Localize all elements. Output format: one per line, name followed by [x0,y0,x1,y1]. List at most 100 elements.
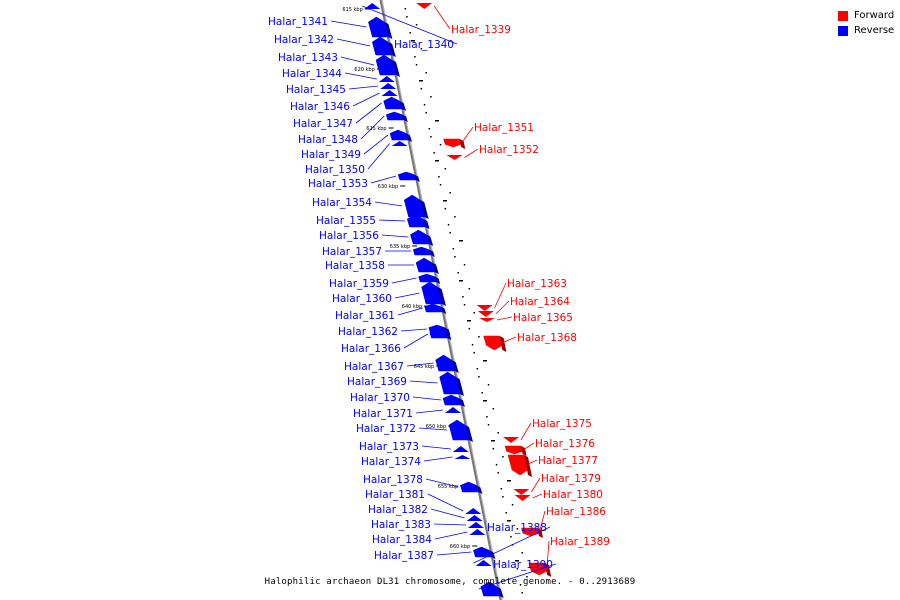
gene-leader-line [400,328,427,332]
gene-label[interactable]: Halar_1373 [359,441,419,453]
gene-label[interactable]: Halar_1342 [274,34,334,46]
ruler-mark [492,408,495,410]
gene-label[interactable]: Halar_1378 [363,474,423,486]
gene-label[interactable]: Halar_1347 [293,118,353,130]
ruler-mark [459,240,463,242]
ruler-mark [505,512,507,514]
gene-label[interactable]: Halar_1346 [290,101,350,113]
gene-label[interactable]: Halar_1363 [507,278,567,290]
gene-label[interactable]: Halar_1381 [365,489,425,501]
gene-leader-line [348,85,379,90]
gene-glyph [480,581,504,598]
legend-reverse: Reverse [838,23,894,38]
ruler-mark [483,400,487,402]
gene-block-side [426,234,434,246]
gene-label[interactable]: Halar_1384 [372,534,432,546]
gene-label[interactable]: Halar_1340 [394,39,454,51]
ruler-mark [444,168,447,170]
gene-label[interactable]: Halar_1349 [301,149,361,161]
kbp-tick-label: 630 kbp [378,184,398,190]
gene-block [483,335,503,351]
gene-glyph [424,303,447,314]
ruler-mark [471,344,474,346]
gene-label[interactable]: Halar_1387 [374,550,434,562]
gene-label[interactable]: Halar_1377 [538,455,598,467]
gene-label[interactable]: Halar_1357 [322,246,382,258]
ruler-mark [468,288,471,290]
gene-label[interactable]: Halar_1389 [550,536,610,548]
gene-label[interactable]: Halar_1374 [361,456,421,468]
gene-label[interactable]: Halar_1356 [319,230,379,242]
gene-label[interactable]: Halar_1359 [329,278,389,290]
gene-glyph [415,257,439,274]
gene-label[interactable]: Halar_1376 [535,438,595,450]
gene-label[interactable]: Halar_1390 [493,559,553,571]
gene-label[interactable]: Halar_1379 [541,473,601,485]
gene-label[interactable]: Halar_1343 [278,52,338,64]
gene-leader-line [501,336,517,344]
gene-glyph [468,522,484,528]
gene-label[interactable]: Halar_1352 [479,144,539,156]
gene-leader-line [461,126,474,144]
gene-label[interactable]: Halar_1354 [312,197,372,209]
gene-label[interactable]: Halar_1348 [298,134,358,146]
gene-glyph [473,546,496,559]
gene-leader-line [360,115,385,140]
gene-label[interactable]: Halar_1350 [305,164,365,176]
gene-arrow [454,455,471,459]
gene-label[interactable]: Halar_1353 [308,178,368,190]
gene-label[interactable]: Halar_1375 [532,418,592,430]
gene-label[interactable]: Halar_1369 [347,376,407,388]
gene-label[interactable]: Halar_1371 [353,408,413,420]
ruler-mark [486,416,488,418]
gene-leader-line [427,493,464,512]
gene-glyph [375,54,400,77]
gene-label[interactable]: Halar_1368 [517,332,577,344]
gene-glyph [460,481,483,494]
gene-glyph [442,394,465,407]
gene-arrow [503,437,519,443]
gene-leader-line [381,234,409,238]
gene-label[interactable]: Halar_1383 [371,519,431,531]
ruler-mark [415,24,418,26]
gene-label[interactable]: Halar_1367 [344,361,404,373]
ruler-mark [481,392,483,394]
gene-leader-line [423,456,453,462]
ruler-mark [433,152,435,154]
gene-label[interactable]: Halar_1344 [282,68,342,80]
reverse-swatch [838,25,848,36]
gene-label[interactable]: Halar_1360 [332,293,392,305]
ruler-mark [435,160,439,162]
ruler-mark [511,504,514,506]
ruler-mark [409,32,411,34]
gene-leader-line [421,445,451,450]
gene-label[interactable]: Halar_1372 [356,423,416,435]
gene-label[interactable]: Halar_1341 [268,16,328,28]
gene-leader-line [367,143,391,170]
gene-label[interactable]: Halar_1362 [338,326,398,338]
gene-block-side [414,174,420,182]
gene-label[interactable]: Halar_1388 [487,522,547,534]
gene-block [439,371,461,395]
gene-label[interactable]: Halar_1361 [335,310,395,322]
kbp-tick-label: 620 kbp [354,67,374,73]
gene-label[interactable]: Halar_1366 [341,343,401,355]
ruler-mark [473,352,475,354]
ruler-mark [443,200,447,202]
gene-label[interactable]: Halar_1380 [543,489,603,501]
gene-label[interactable]: Halar_1365 [513,312,573,324]
gene-label[interactable]: Halar_1355 [316,215,376,227]
gene-glyph [378,76,395,82]
gene-label[interactable]: Halar_1358 [325,260,385,272]
gene-glyph [435,354,459,373]
legend-forward-label: Forward [854,10,895,21]
gene-label[interactable]: Halar_1351 [474,122,534,134]
gene-leader-line [531,477,541,493]
gene-label[interactable]: Halar_1386 [546,506,606,518]
gene-label[interactable]: Halar_1364 [510,296,570,308]
ruler-mark [473,312,475,314]
gene-label[interactable]: Halar_1345 [286,84,346,96]
gene-label[interactable]: Halar_1382 [368,504,428,516]
gene-label[interactable]: Halar_1339 [451,24,511,36]
gene-label[interactable]: Halar_1370 [350,392,410,404]
